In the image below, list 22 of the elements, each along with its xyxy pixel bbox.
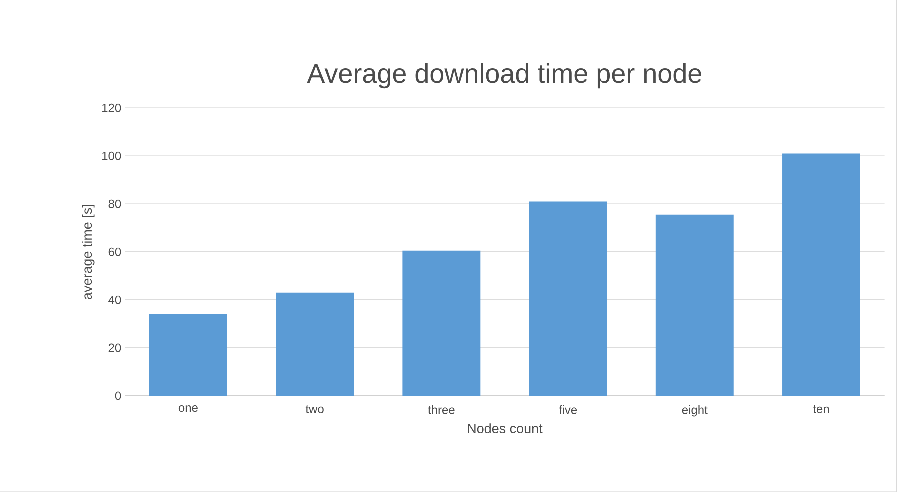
- x-tick-label: one: [178, 405, 198, 412]
- y-tick-label: 40: [108, 296, 122, 304]
- bar: [529, 202, 608, 396]
- y-tick-label: 20: [108, 344, 122, 352]
- bar: [656, 214, 734, 396]
- y-axis-title: average time [s]: [82, 204, 95, 300]
- chart-title: Average download time per node: [307, 63, 702, 89]
- y-tick-label: 80: [108, 200, 122, 208]
- x-axis-title: Nodes count: [468, 424, 543, 434]
- x-tick-label: eight: [682, 405, 708, 417]
- y-tick-label: 60: [108, 248, 122, 256]
- bar: [149, 314, 228, 396]
- x-tick-label: three: [428, 405, 455, 414]
- bar: [402, 250, 481, 396]
- x-tick-label: ten: [813, 405, 830, 414]
- bar: [276, 292, 354, 396]
- y-tick-label: 100: [102, 152, 122, 160]
- x-tick-label: two: [306, 405, 324, 414]
- bar: [782, 154, 860, 396]
- y-tick-label: 0: [115, 392, 122, 400]
- x-tick-label: five: [559, 405, 578, 414]
- y-tick-label: 120: [102, 104, 122, 112]
